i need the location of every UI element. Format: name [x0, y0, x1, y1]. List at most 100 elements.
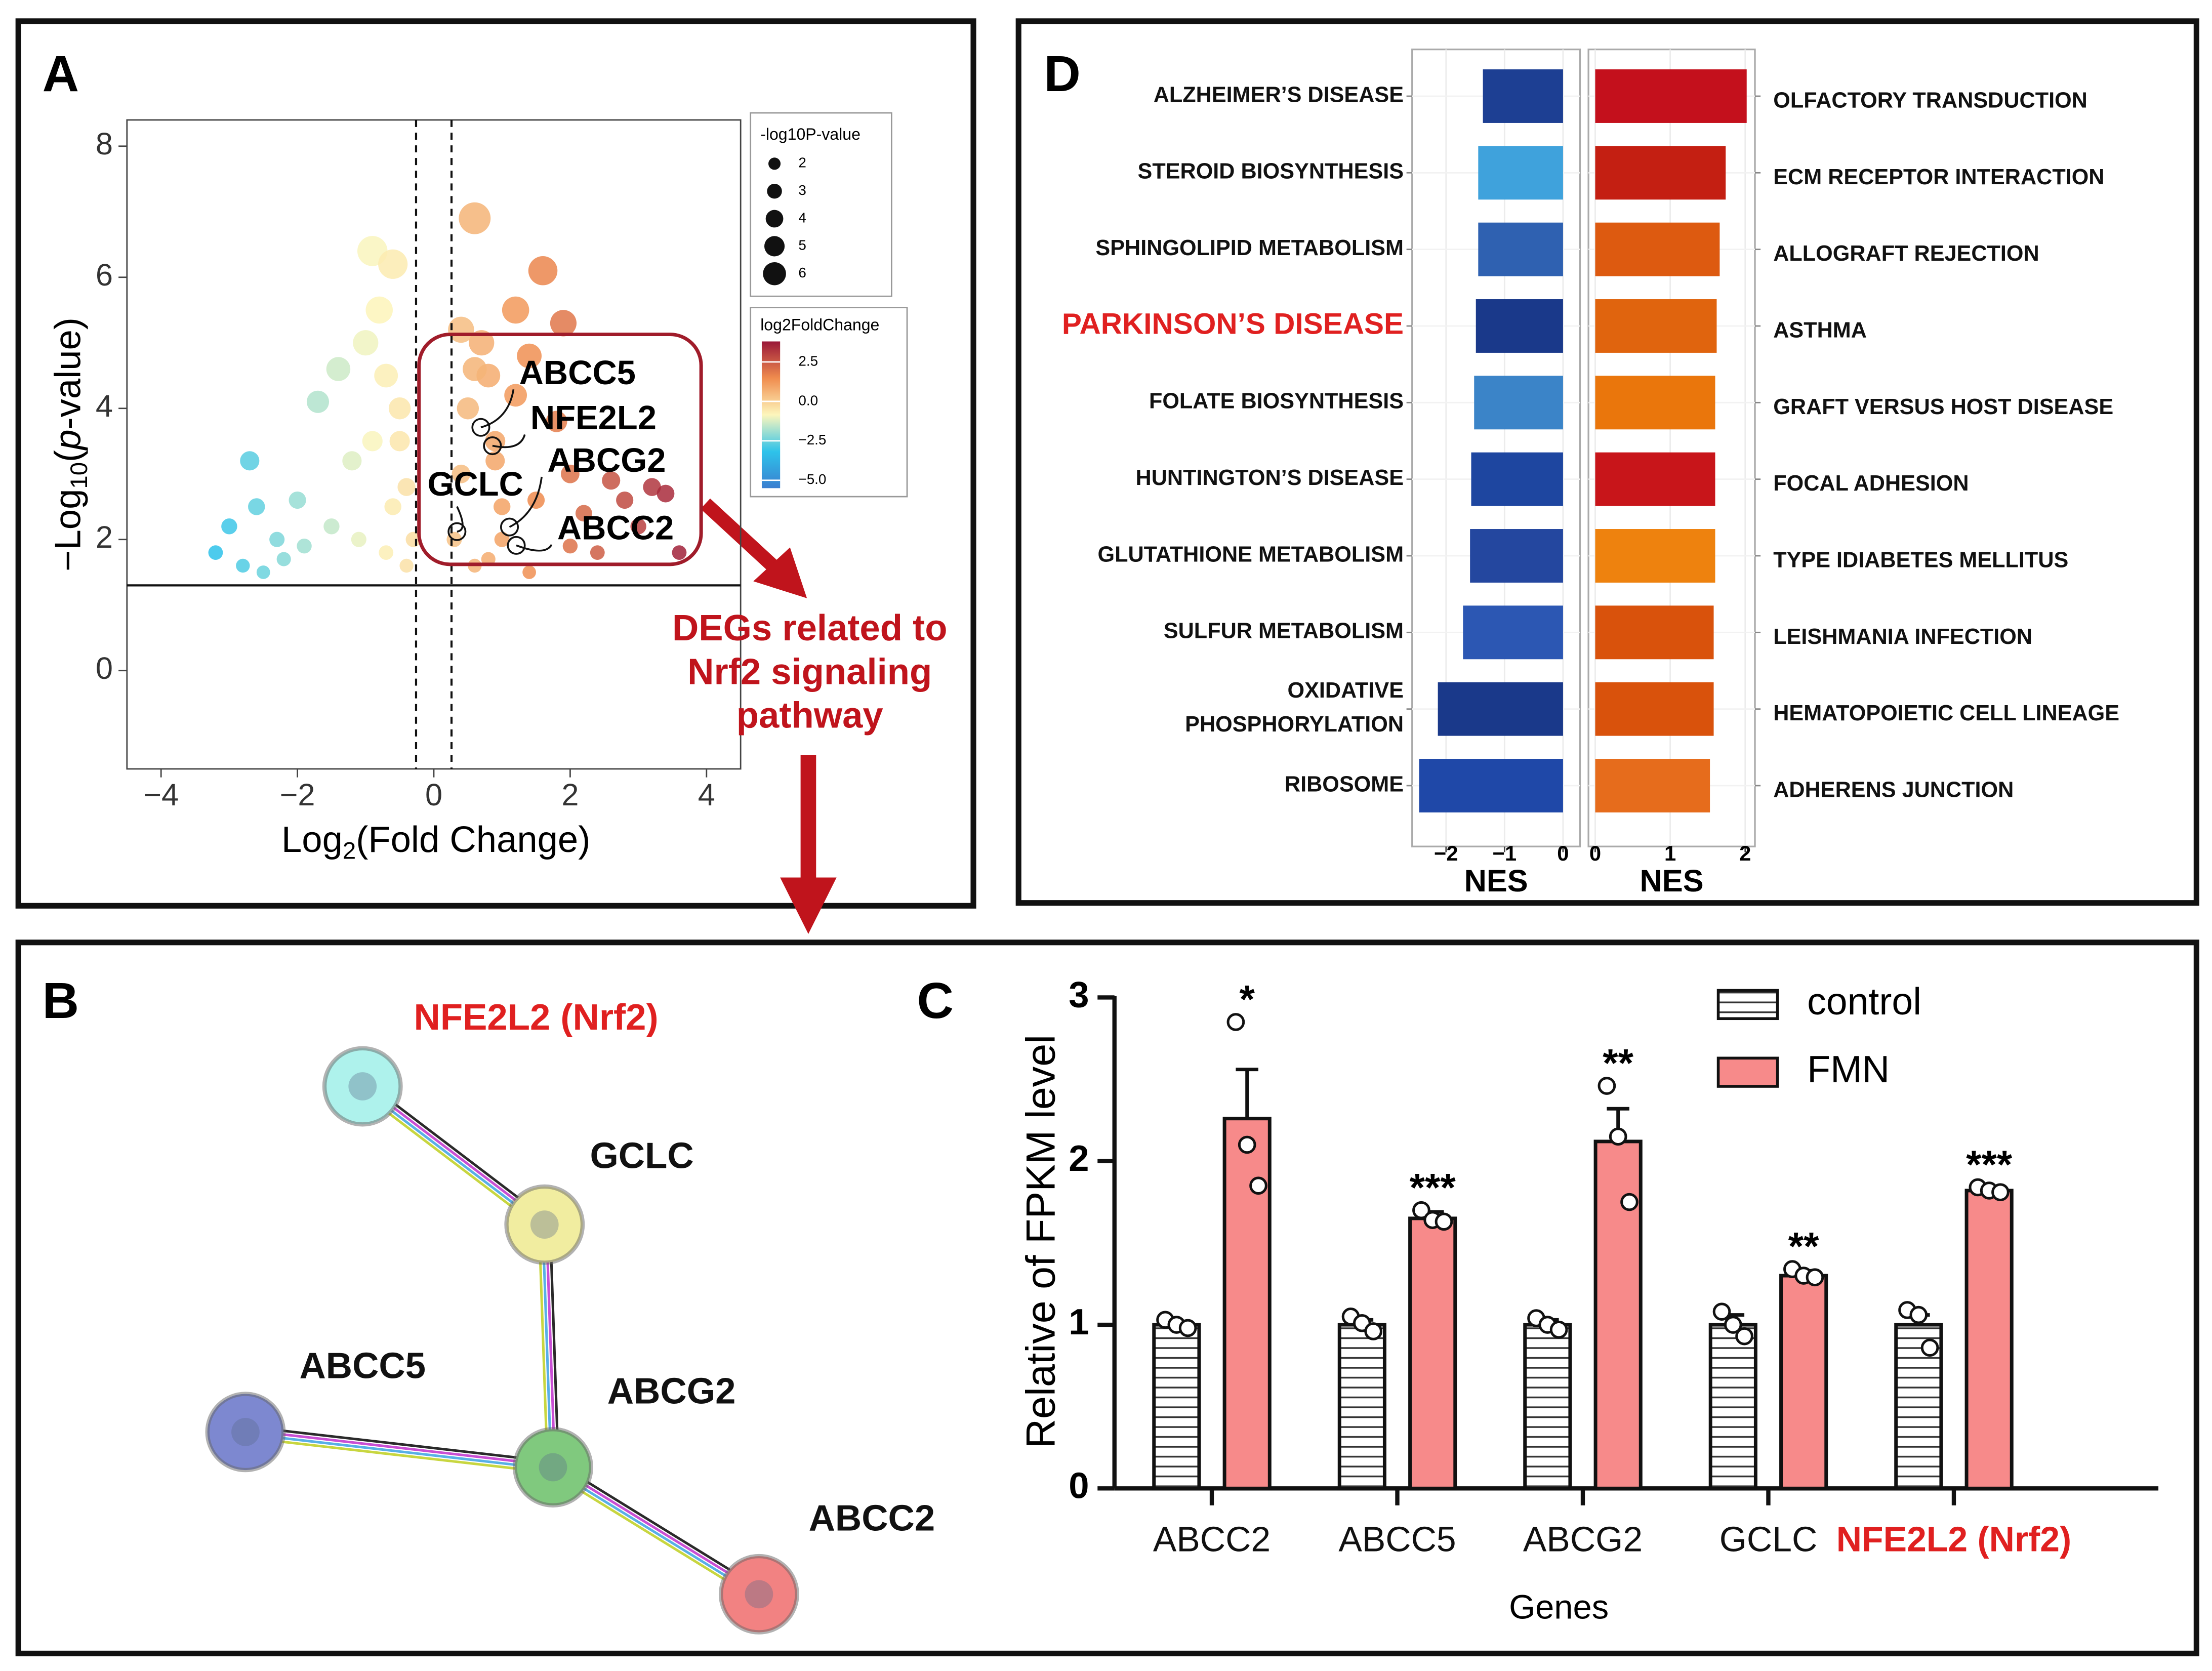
point: [362, 431, 383, 452]
x-axis-label-part: 2: [343, 837, 356, 864]
point: [374, 363, 398, 388]
legend-title: -log10P-value: [760, 125, 861, 143]
point: [502, 296, 529, 324]
category-label: SPHINGOLIPID METABOLISM: [1095, 236, 1404, 260]
highlight-point: [447, 522, 467, 541]
legend-label: control: [1807, 980, 1921, 1023]
x-tick-label: 2: [561, 777, 579, 812]
gene-label: ABCG2: [547, 441, 666, 479]
panel-letter: B: [43, 972, 79, 1029]
size-legend-label: 6: [798, 265, 806, 280]
y-tick-label: 6: [96, 257, 113, 292]
point: [306, 390, 330, 413]
y-tick-label: 0: [1069, 1465, 1089, 1506]
point: [485, 451, 505, 471]
panel-frame: [15, 18, 976, 909]
panel-letter: A: [43, 46, 79, 102]
data-point: [1597, 1077, 1616, 1095]
point: [269, 532, 285, 547]
point: [561, 464, 580, 483]
point: [405, 532, 421, 547]
x-tick-label: 0: [425, 777, 442, 812]
y-tick-label: 2: [96, 519, 113, 554]
bar: [1595, 759, 1710, 812]
size-legend-mark: [763, 262, 786, 286]
network-node: [718, 1554, 799, 1635]
legend-title: log2FoldChange: [760, 315, 879, 334]
point: [240, 451, 260, 471]
x-tick-label: −1: [1493, 841, 1517, 865]
point: [236, 558, 250, 573]
leader-line: [516, 544, 553, 552]
node-structure: [231, 1417, 260, 1446]
x-axis-label: Genes: [1509, 1588, 1609, 1626]
network-edge: [553, 1464, 761, 1594]
node-structure: [539, 1453, 567, 1482]
network-edge: [551, 1468, 759, 1597]
point: [326, 357, 351, 381]
point: [528, 256, 558, 286]
y-tick-label: 0: [96, 650, 113, 685]
bar: [1894, 1323, 1943, 1490]
bar: [1470, 529, 1563, 583]
network-edge: [545, 1224, 556, 1468]
category-label: FOCAL ADHESION: [1773, 471, 1969, 496]
panel-letter: D: [1044, 46, 1080, 102]
category-label: ALZHEIMER’S DISEASE: [1154, 83, 1404, 107]
size-legend-mark: [764, 236, 785, 257]
gene-label: ABCC2: [557, 509, 674, 547]
size-legend-mark: [768, 157, 781, 170]
data-point: [1249, 1176, 1267, 1195]
data-point: [1712, 1302, 1731, 1321]
x-axis-label-part: Log: [281, 819, 343, 860]
category-label: TYPE IDIABETES MELLITUS: [1773, 548, 2068, 573]
point: [672, 545, 687, 560]
category-label: HUNTINGTON’S DISEASE: [1136, 466, 1404, 490]
size-legend-label: 4: [798, 210, 806, 225]
colorbar: [761, 341, 781, 488]
y-tick-label: 2: [1069, 1138, 1089, 1179]
size-legend-mark: [765, 210, 784, 228]
network-edge: [245, 1429, 554, 1467]
panel-letter: C: [917, 972, 954, 1029]
bar: [1523, 1323, 1572, 1490]
point: [590, 545, 605, 560]
network-node: [205, 1392, 286, 1473]
category-label: SULFUR METABOLISM: [1164, 619, 1404, 643]
point: [388, 397, 411, 420]
x-tick-label: −2: [280, 777, 315, 812]
x-axis-label-part: (Fold Change): [356, 819, 590, 860]
bar: [1593, 1139, 1643, 1490]
point: [575, 505, 592, 522]
bar: [1152, 1323, 1201, 1490]
x-tick-label: 0: [1589, 841, 1601, 865]
gene-label: ABCC5: [519, 354, 636, 392]
node-label: ABCC2: [809, 1498, 935, 1539]
network-edge: [244, 1436, 553, 1474]
panel-frame: [15, 940, 2199, 1656]
point: [452, 464, 471, 483]
bar: [1595, 376, 1715, 430]
annotation: pathway: [736, 695, 883, 736]
bar: [1408, 1216, 1457, 1490]
x-axis-label: NES: [1464, 863, 1528, 898]
point: [399, 558, 414, 573]
y-axis-label-part: (: [47, 450, 88, 462]
network-edge: [541, 1225, 553, 1468]
bar: [1471, 452, 1563, 506]
data-point: [1806, 1268, 1824, 1287]
bar: [1438, 682, 1563, 736]
point: [630, 518, 646, 535]
point: [485, 431, 506, 452]
annotation: Nrf2 signaling: [687, 651, 932, 692]
point: [397, 478, 416, 496]
category-label-line: OXIDATIVE: [1287, 679, 1404, 703]
highlight-point: [471, 418, 490, 437]
point: [522, 565, 536, 579]
data-point: [1364, 1322, 1382, 1340]
category-label: OXIDATIVE PHOSPHORYLATION: [1185, 679, 1404, 737]
significance: **: [1603, 1041, 1633, 1085]
node-structure: [348, 1072, 377, 1101]
point: [546, 411, 567, 432]
data-point: [1735, 1327, 1753, 1346]
